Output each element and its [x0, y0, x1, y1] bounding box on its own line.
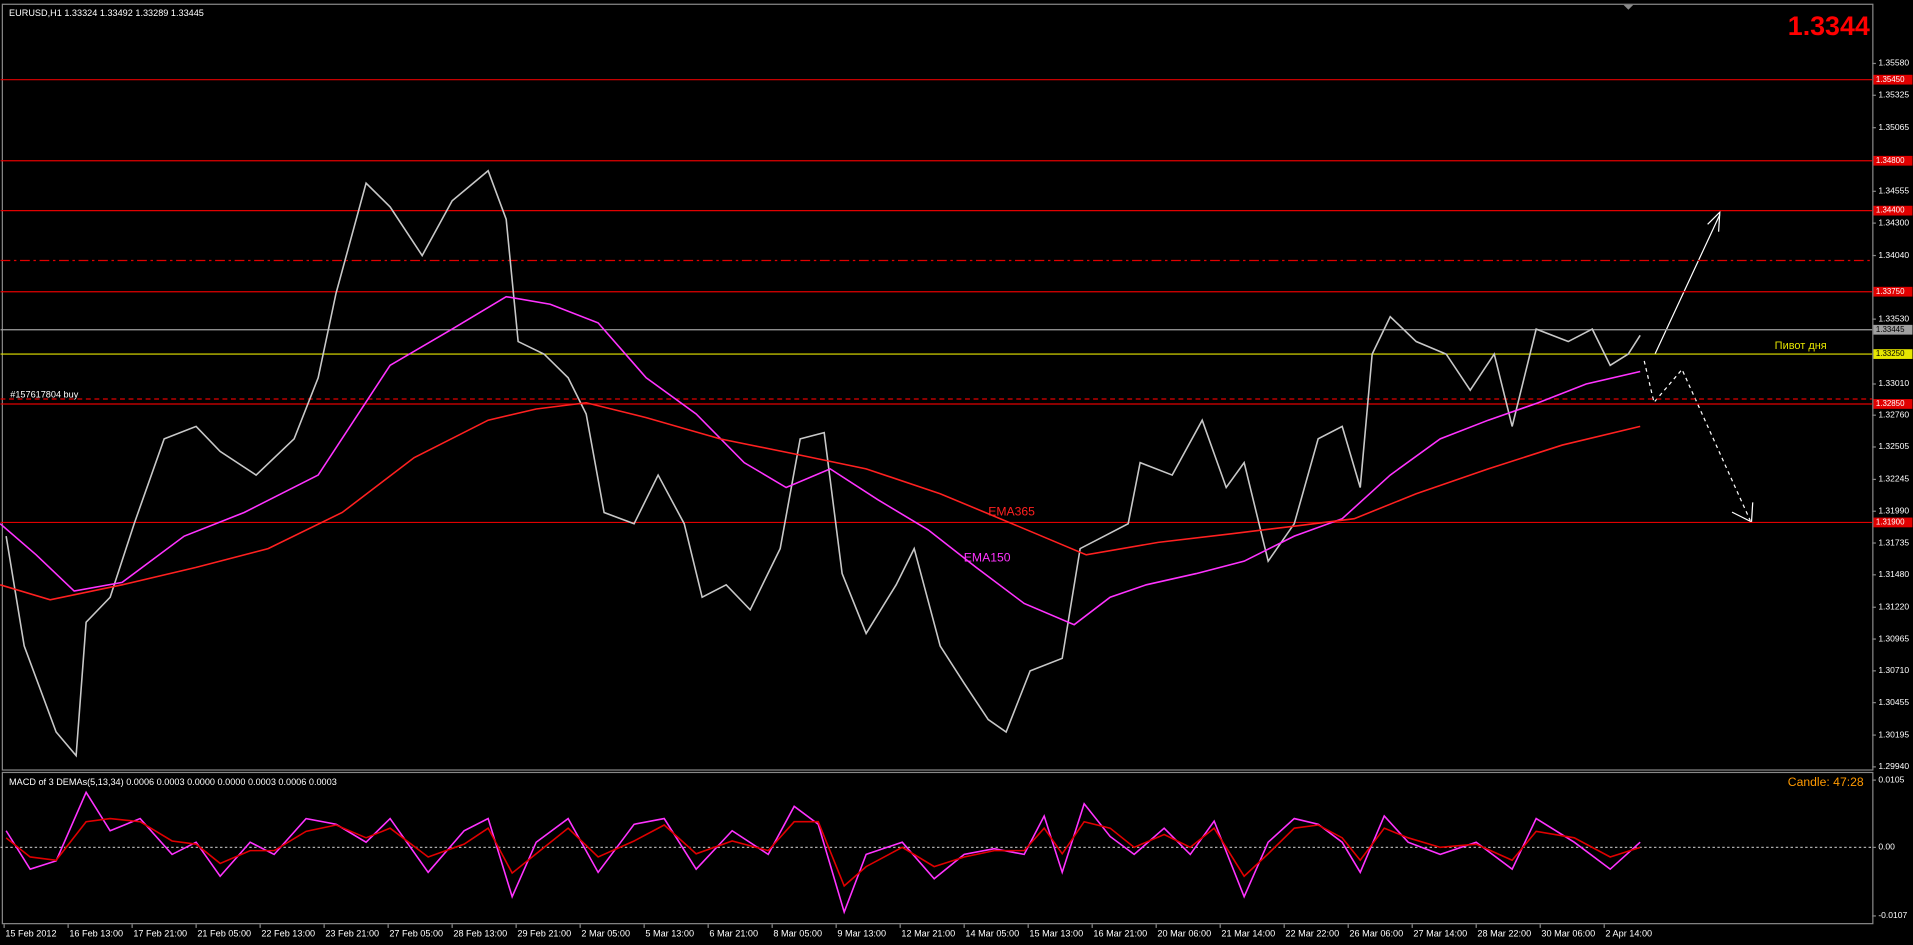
x-tick-label: 16 Feb 13:00 [69, 928, 123, 938]
series-line [0, 295, 1641, 626]
level-label-box [1873, 155, 1913, 166]
x-tick-label: 30 Mar 06:00 [1541, 928, 1595, 938]
x-tick-label: 2 Apr 14:00 [1605, 928, 1652, 938]
level-label-box [1873, 349, 1913, 359]
x-tick-label: 21 Mar 14:00 [1221, 928, 1275, 938]
x-tick-label: 15 Mar 13:00 [1029, 928, 1083, 938]
y-tick-label: 1.31480 [1878, 569, 1909, 579]
y-tick-label: 1.31990 [1878, 505, 1909, 515]
level-label: 1.32850 [1876, 399, 1905, 408]
y-tick-label: 1.33010 [1878, 378, 1909, 388]
x-tick-label: 28 Feb 13:00 [453, 928, 507, 938]
x-tick-label: 14 Mar 05:00 [965, 928, 1019, 938]
y-tick-label: 0.00 [1878, 842, 1895, 852]
y-tick-label: 1.34555 [1878, 186, 1909, 196]
ema150-label: EMA150 [964, 551, 1011, 565]
chart-title: EURUSD,H1 1.33324 1.33492 1.33289 1.3344… [9, 8, 204, 18]
x-tick-label: 27 Feb 05:00 [389, 928, 443, 938]
up-arrowhead [1707, 210, 1721, 232]
series-line [5, 169, 1641, 758]
y-tick-label: 1.34040 [1878, 250, 1909, 260]
x-tick-label: 20 Mar 06:00 [1157, 928, 1211, 938]
x-tick-label: 28 Mar 22:00 [1477, 928, 1531, 938]
x-tick-label: 22 Mar 22:00 [1285, 928, 1339, 938]
level-label-box [1873, 399, 1913, 409]
y-tick-label: 1.35325 [1878, 90, 1909, 100]
pivot-label: Пивот дня [1775, 340, 1827, 352]
x-tick-label: 2 Mar 05:00 [581, 928, 630, 938]
level-label-box [1873, 517, 1913, 528]
y-tick-label: 1.32245 [1878, 474, 1909, 484]
level-label-box [1873, 286, 1913, 297]
y-tick-label: 1.29940 [1878, 761, 1909, 771]
x-tick-label: 15 Feb 2012 [5, 928, 56, 938]
x-tick-label: 22 Feb 13:00 [261, 928, 315, 938]
y-tick-label: 1.33530 [1878, 313, 1909, 323]
y-tick-label: 1.30455 [1878, 697, 1909, 707]
y-tick-label: 1.31220 [1878, 601, 1909, 611]
level-label: 1.33750 [1876, 287, 1905, 296]
y-tick-label: 1.30965 [1878, 633, 1909, 643]
x-tick-label: 8 Mar 05:00 [773, 928, 822, 938]
level-label: 1.33445 [1876, 325, 1905, 334]
x-tick-label: 17 Feb 21:00 [133, 928, 187, 938]
up-arrow [1654, 214, 1721, 354]
series-line [0, 401, 1641, 601]
level-label-box [1873, 205, 1913, 216]
x-tick-label: 21 Feb 05:00 [197, 928, 251, 938]
x-tick-label: 23 Feb 21:00 [325, 928, 379, 938]
x-tick-label: 6 Mar 21:00 [709, 928, 758, 938]
down-arrow [1643, 360, 1751, 521]
order-label: #157617804 buy [10, 389, 78, 399]
candle-timer: Candle: 47:28 [1788, 775, 1864, 789]
price-pane-frame [1, 3, 1874, 771]
y-tick-label: 0.0105 [1878, 774, 1904, 784]
series-line [5, 817, 1641, 888]
y-tick-label: 1.34300 [1878, 217, 1909, 227]
y-tick-label: 1.32760 [1878, 409, 1909, 419]
level-label: 1.34800 [1876, 156, 1905, 165]
x-tick-label: 29 Feb 21:00 [517, 928, 571, 938]
y-tick-label: 1.31735 [1878, 537, 1909, 547]
level-label-box [1873, 324, 1913, 335]
level-label: 1.33250 [1876, 349, 1905, 358]
shift-marker [1623, 4, 1634, 10]
macd-title: MACD of 3 DEMAs(5,13,34) 0.0006 0.0003 0… [9, 777, 337, 787]
macd-pane-frame [1, 771, 1874, 925]
y-tick-label: 1.32505 [1878, 441, 1909, 451]
y-tick-label: 1.35580 [1878, 58, 1909, 68]
y-tick-label: 1.35065 [1878, 122, 1909, 132]
last-price: 1.3344 [1788, 11, 1870, 41]
x-tick-label: 12 Mar 21:00 [901, 928, 955, 938]
y-tick-label: 1.30710 [1878, 665, 1909, 675]
ema365-label: EMA365 [988, 504, 1035, 518]
level-label-box [1873, 74, 1913, 85]
level-label: 1.35450 [1876, 75, 1905, 84]
y-tick-label: -0.0107 [1878, 910, 1907, 920]
y-tick-label: 1.30195 [1878, 729, 1909, 739]
x-tick-label: 26 Mar 06:00 [1349, 928, 1403, 938]
x-tick-label: 27 Mar 14:00 [1413, 928, 1467, 938]
level-label: 1.34400 [1876, 206, 1905, 215]
level-label: 1.31900 [1876, 518, 1905, 527]
x-tick-label: 16 Mar 21:00 [1093, 928, 1147, 938]
x-tick-label: 9 Mar 13:00 [837, 928, 886, 938]
x-tick-label: 5 Mar 13:00 [645, 928, 694, 938]
